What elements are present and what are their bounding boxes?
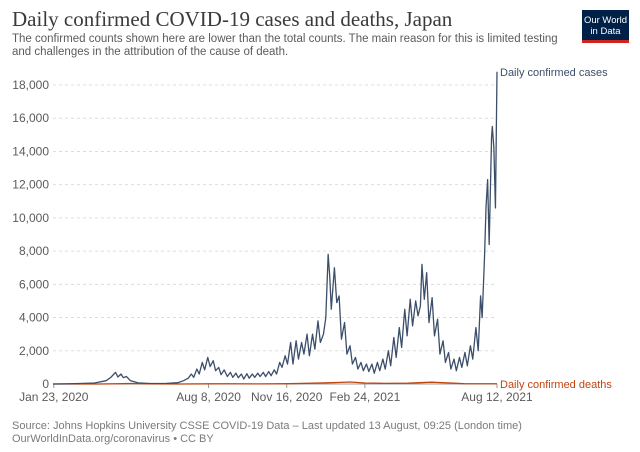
y-tick-label: 0 — [42, 377, 49, 391]
owid-logo[interactable]: Our World in Data — [582, 10, 629, 43]
y-tick-label: 6,000 — [19, 277, 49, 291]
y-tick-label: 18,000 — [12, 78, 49, 92]
source-note: Source: Johns Hopkins University CSSE CO… — [12, 420, 522, 432]
y-tick-label: 8,000 — [19, 244, 49, 258]
y-tick-label: 12,000 — [12, 178, 49, 192]
cases-line[interactable] — [52, 71, 498, 385]
x-tick-label: Nov 16, 2020 — [251, 390, 323, 404]
logo-line-1: Our World — [583, 15, 628, 26]
chart-title: Daily confirmed COVID-19 cases and death… — [12, 7, 453, 31]
x-tick-label: Jan 23, 2020 — [19, 390, 89, 404]
y-tick-label: 2,000 — [19, 344, 49, 358]
x-tick-label: Aug 12, 2021 — [461, 390, 533, 404]
footer: Source: Johns Hopkins University CSSE CO… — [12, 420, 522, 446]
x-tick-label: Feb 24, 2021 — [330, 390, 401, 404]
series-label-deaths: Daily confirmed deaths — [500, 379, 612, 391]
x-tick-label: Aug 8, 2020 — [176, 390, 241, 404]
y-tick-labels: 0 2,000 4,000 6,000 8,000 10,000 12,000 14,000 1… — [12, 78, 49, 391]
chart-subtitle: The confirmed counts shown here are lowe… — [12, 33, 558, 58]
series-lines — [52, 71, 498, 385]
logo-line-2: in Data — [590, 26, 621, 37]
series-labels: Daily confirmed cases Daily confirmed dea… — [500, 67, 612, 391]
y-gridlines — [53, 84, 497, 352]
y-tick-label: 10,000 — [12, 211, 49, 225]
deaths-line[interactable] — [52, 381, 497, 385]
series-label-cases: Daily confirmed cases — [500, 67, 608, 79]
x-axis: Jan 23, 2020 Aug 8, 2020 Nov 16, 2020 Feb 2… — [19, 383, 533, 404]
y-tick-label: 16,000 — [12, 111, 49, 125]
y-tick-label: 4,000 — [19, 311, 49, 325]
y-tick-label: 14,000 — [12, 144, 49, 158]
license-note[interactable]: OurWorldInData.org/coronavirus • CC BY — [12, 433, 214, 445]
